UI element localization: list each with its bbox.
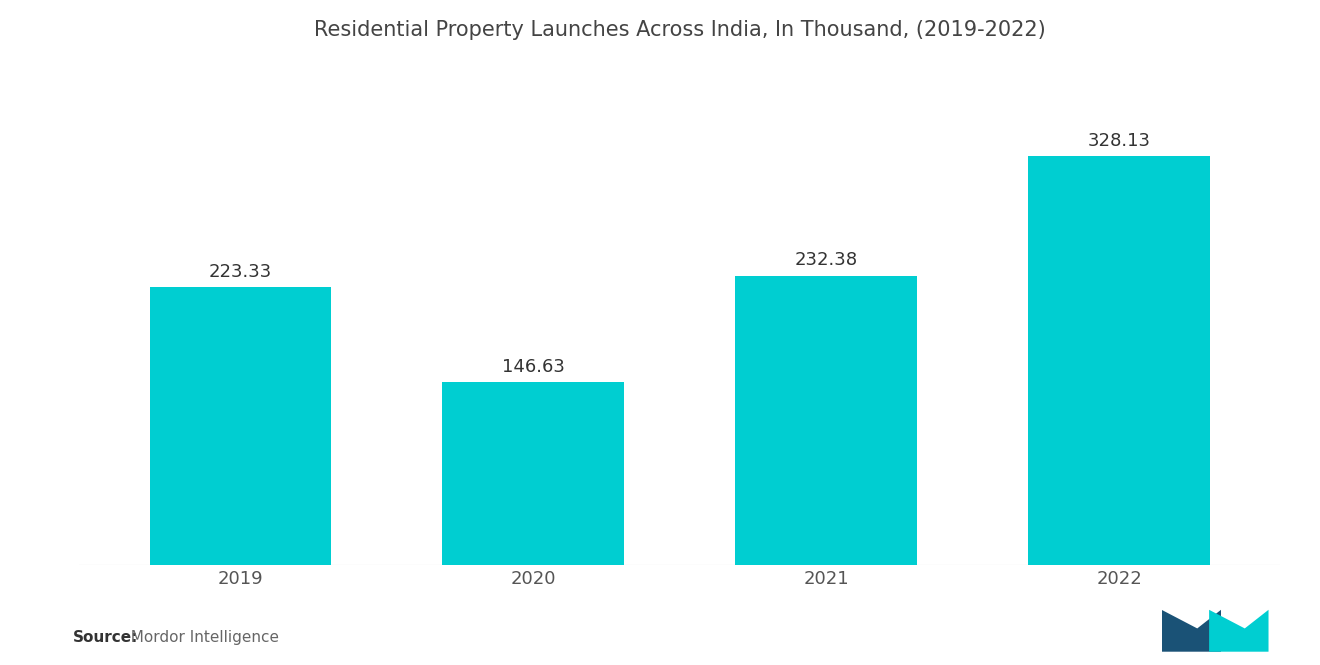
Text: Mordor Intelligence: Mordor Intelligence bbox=[121, 630, 280, 645]
Polygon shape bbox=[1162, 610, 1221, 652]
Text: 223.33: 223.33 bbox=[209, 263, 272, 281]
Text: Source:: Source: bbox=[73, 630, 139, 645]
Bar bbox=[1028, 156, 1210, 565]
Bar bbox=[442, 382, 624, 565]
Text: 146.63: 146.63 bbox=[502, 358, 565, 376]
Text: 328.13: 328.13 bbox=[1088, 132, 1151, 150]
Bar bbox=[735, 275, 917, 565]
Polygon shape bbox=[1209, 610, 1269, 652]
Text: 232.38: 232.38 bbox=[795, 251, 858, 269]
Title: Residential Property Launches Across India, In Thousand, (2019-2022): Residential Property Launches Across Ind… bbox=[314, 20, 1045, 40]
Bar bbox=[149, 287, 331, 565]
